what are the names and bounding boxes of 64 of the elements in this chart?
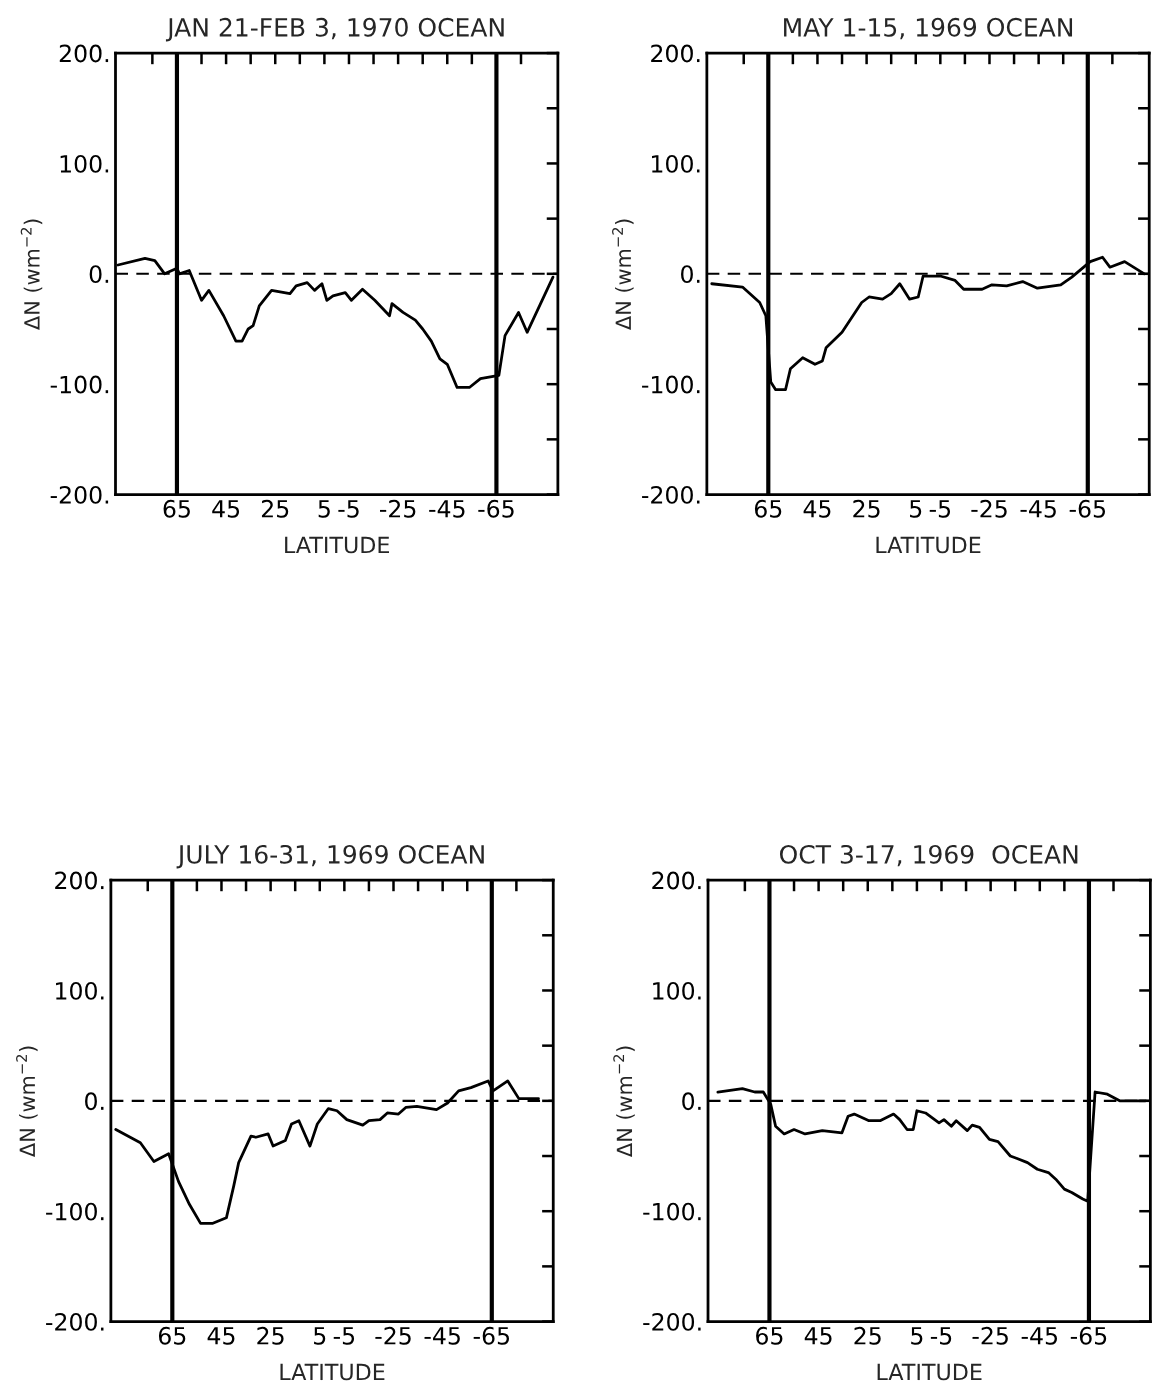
x-tick-label: 65 <box>163 499 190 518</box>
x-tick-label: -5 <box>338 500 359 518</box>
x-tick-label: -25 <box>972 1326 1008 1345</box>
chart-title: OCT 3-17, 1969 OCEAN <box>779 844 1078 867</box>
chart-title: JULY 16-31, 1969 OCEAN <box>176 844 484 869</box>
y-tick-label: -100. <box>642 375 700 394</box>
y-tick-label: 200. <box>652 871 701 890</box>
x-tick-label: -25 <box>380 499 416 518</box>
x-tick-label: 65 <box>756 1326 783 1345</box>
x-tick-label: -5 <box>333 1327 355 1345</box>
x-tick-label: -65 <box>1069 499 1106 518</box>
x-tick-label: 25 <box>257 1326 284 1345</box>
y-tick-label: 100. <box>653 981 701 1000</box>
x-tick-label: -65 <box>478 499 514 518</box>
x-tick-label: -5 <box>929 500 951 518</box>
x-tick-label: -45 <box>1021 1327 1058 1345</box>
x-tick-label: -5 <box>930 1327 952 1345</box>
x-tick-label: 45 <box>803 500 831 518</box>
x-axis-title: LATITUDE <box>280 1363 385 1381</box>
x-tick-label: 5 <box>910 500 922 518</box>
y-axis-title: ΔN (wm$^{−2}$) <box>613 1046 635 1157</box>
x-tick-label: 65 <box>158 1326 186 1345</box>
x-tick-label: -25 <box>971 499 1007 518</box>
x-tick-label: 65 <box>754 499 782 518</box>
y-tick-label: -200. <box>46 1313 104 1331</box>
x-tick-label: 45 <box>207 1327 235 1345</box>
x-axis-title: LATITUDE <box>285 536 389 554</box>
x-tick-label: 45 <box>212 500 240 518</box>
y-tick-label: 0. <box>89 265 109 284</box>
y-tick-label: -100. <box>643 1202 701 1221</box>
x-tick-label: -45 <box>429 500 465 518</box>
y-axis-title: ΔN (wm$^{−2}$) <box>20 219 43 330</box>
y-tick-label: 200. <box>55 871 104 890</box>
x-tick-label: -45 <box>1020 500 1056 518</box>
x-tick-label: -45 <box>424 1327 460 1345</box>
x-axis-title: LATITUDE <box>876 536 981 554</box>
y-tick-label: -200. <box>643 1313 701 1331</box>
x-tick-label: -65 <box>473 1326 510 1345</box>
x-tick-label: -25 <box>375 1326 411 1345</box>
y-tick-label: -200. <box>642 485 700 504</box>
x-tick-label: 25 <box>853 499 880 518</box>
y-tick-label: -100. <box>46 1202 104 1221</box>
y-tick-label: 100. <box>56 981 104 1000</box>
y-axis-title: ΔN (wm$^{−2}$) <box>16 1046 38 1157</box>
x-tick-label: 5 <box>911 1327 923 1345</box>
x-tick-label: 25 <box>854 1326 881 1345</box>
y-tick-label: 100. <box>60 154 109 173</box>
chart-title: JAN 21-FEB 3, 1970 OCEAN <box>165 17 504 42</box>
chart-title: MAY 1-15, 1969 OCEAN <box>784 17 1073 40</box>
y-tick-label: 0. <box>682 1092 701 1111</box>
y-axis-title: ΔN (wm$^{−2}$) <box>612 219 634 330</box>
x-tick-label: 25 <box>261 499 289 518</box>
y-tick-label: 0. <box>85 1092 104 1111</box>
x-tick-label: 5 <box>314 1327 326 1345</box>
x-tick-label: -65 <box>1070 1326 1107 1345</box>
x-tick-label: 5 <box>318 500 330 518</box>
y-tick-label: 0. <box>681 265 700 284</box>
y-tick-label: -100. <box>50 375 109 394</box>
y-tick-label: 200. <box>59 44 109 63</box>
y-tick-label: 100. <box>652 154 700 173</box>
y-tick-label: -200. <box>50 485 109 504</box>
x-axis-title: LATITUDE <box>877 1363 982 1381</box>
y-tick-label: 200. <box>651 44 700 63</box>
x-tick-label: 45 <box>804 1327 832 1345</box>
